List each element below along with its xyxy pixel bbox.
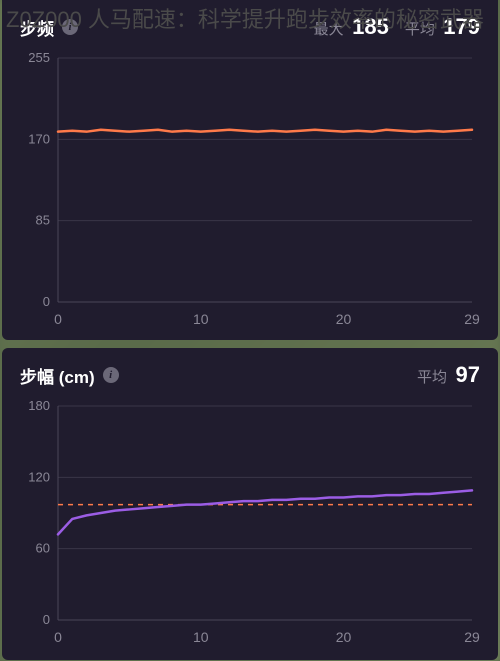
svg-text:29: 29: [464, 629, 480, 645]
svg-text:0: 0: [54, 311, 62, 327]
stat-value: 97: [456, 362, 480, 387]
page-title: Z0Z000 人马配速：科学提升跑步效率的秘密武器: [6, 6, 494, 35]
svg-text:0: 0: [43, 294, 50, 309]
svg-text:29: 29: [464, 311, 480, 327]
stride-title: 步幅 (cm): [20, 363, 95, 388]
stride-stats: 平均 97: [417, 362, 480, 388]
svg-text:85: 85: [36, 213, 50, 228]
svg-text:0: 0: [54, 629, 62, 645]
svg-text:120: 120: [28, 469, 50, 484]
stride-chart-area: 0 60 120 180 0 10 20 29: [20, 400, 480, 650]
stat-label: 平均: [417, 369, 447, 386]
stride-chart-card: 步幅 (cm) i 平均 97 0 60 120 180 0 10 20 29: [2, 348, 498, 660]
svg-text:20: 20: [336, 629, 352, 645]
cadence-chart-area: 0 85 170 255 0 10 20 29: [20, 52, 480, 332]
stride-card-header: 步幅 (cm) i 平均 97: [20, 362, 480, 388]
svg-text:20: 20: [336, 311, 352, 327]
info-icon[interactable]: i: [103, 367, 119, 383]
svg-text:170: 170: [28, 131, 50, 146]
stride-title-group: 步幅 (cm) i: [20, 363, 119, 388]
cadence-chart-svg: 0 85 170 255 0 10 20 29: [20, 52, 480, 332]
svg-text:255: 255: [28, 52, 50, 65]
svg-text:60: 60: [36, 541, 50, 556]
svg-text:180: 180: [28, 400, 50, 413]
cadence-chart-card: 步频 i 最大 185 平均 179 0851702550102029: [2, 0, 498, 340]
svg-text:10: 10: [193, 629, 209, 645]
svg-text:0: 0: [43, 612, 50, 627]
stride-stat-avg: 平均 97: [417, 362, 480, 388]
stride-chart-svg: 0 60 120 180 0 10 20 29: [20, 400, 480, 650]
svg-text:10: 10: [193, 311, 209, 327]
